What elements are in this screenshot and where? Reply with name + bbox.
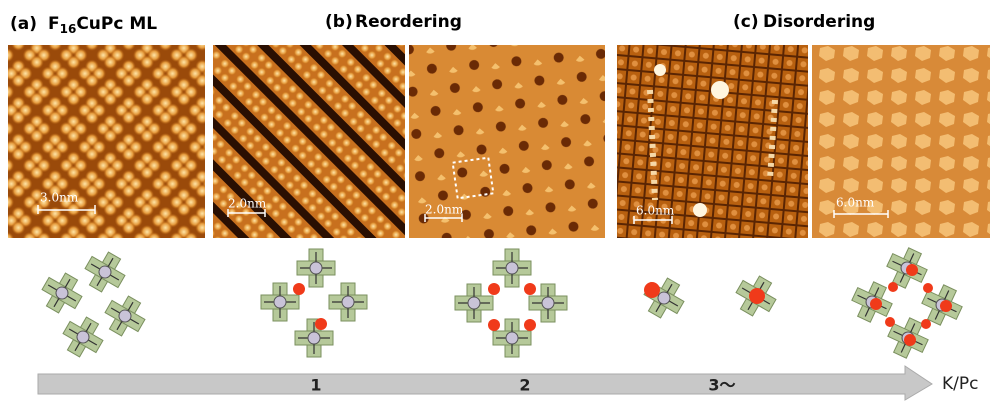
scale-bar-label: 2.0nm (425, 203, 464, 217)
scale-bar-label: 6.0nm (836, 196, 875, 210)
scale-bar-label: 6.0nm (636, 204, 675, 218)
figure: (a) F16CuPc ML (b) Reordering (c) Disord… (0, 0, 995, 401)
scale-bar-label: 3.0nm (40, 191, 79, 205)
axis-label: K/Pc (942, 374, 978, 394)
axis-tick-label: 1 (310, 376, 321, 395)
title-part: CuPc ML (76, 14, 157, 34)
axis-tick-label: 2 (519, 376, 530, 395)
scale-bar-label: 2.0nm (228, 197, 267, 211)
titles: (a) F16CuPc ML (b) Reordering (c) Disord… (10, 12, 875, 36)
panel-title: F16CuPc ML (48, 14, 157, 36)
molecule-models (36, 243, 967, 363)
axis-tick-label: 3～ (708, 376, 735, 395)
panel-label: (a) (10, 14, 37, 34)
panel-title: Reordering (355, 12, 462, 32)
title-part: F (48, 14, 60, 34)
axis-arrow (38, 366, 932, 400)
panel-label: (b) (325, 12, 353, 32)
panel-title: Disordering (763, 12, 875, 32)
title-subscript: 16 (60, 22, 77, 36)
panel-label: (c) (733, 12, 759, 32)
